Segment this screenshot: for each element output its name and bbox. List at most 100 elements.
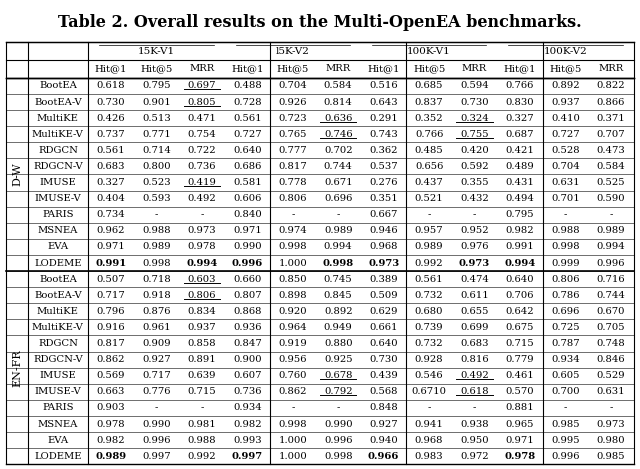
- Text: 0.837: 0.837: [415, 98, 444, 106]
- Text: 0.806: 0.806: [551, 275, 580, 284]
- Text: 0.779: 0.779: [506, 355, 534, 364]
- Text: 0.988: 0.988: [142, 227, 171, 235]
- Text: 0.982: 0.982: [506, 227, 534, 235]
- Text: 0.978: 0.978: [97, 420, 125, 429]
- Text: 0.471: 0.471: [188, 113, 216, 122]
- Text: 0.998: 0.998: [324, 452, 353, 461]
- Text: 0.989: 0.989: [415, 242, 444, 251]
- Text: 0.489: 0.489: [506, 162, 534, 171]
- Text: 0.715: 0.715: [506, 339, 534, 348]
- Text: 0.840: 0.840: [233, 210, 262, 219]
- Text: -: -: [337, 210, 340, 219]
- Text: 0.516: 0.516: [369, 82, 398, 91]
- Text: 0.509: 0.509: [369, 291, 398, 300]
- Text: 0.988: 0.988: [551, 227, 580, 235]
- Text: 0.660: 0.660: [233, 275, 262, 284]
- Text: 0.941: 0.941: [415, 420, 444, 429]
- Text: IMUSE: IMUSE: [40, 178, 76, 187]
- Text: 0.787: 0.787: [551, 339, 580, 348]
- Text: 0.973: 0.973: [368, 258, 399, 267]
- Text: LODEME: LODEME: [34, 452, 82, 461]
- Text: 0.940: 0.940: [369, 436, 398, 445]
- Text: 0.683: 0.683: [97, 162, 125, 171]
- Text: 0.973: 0.973: [596, 420, 625, 429]
- Text: 0.980: 0.980: [596, 436, 625, 445]
- Text: 0.324: 0.324: [460, 113, 489, 122]
- Text: 0.830: 0.830: [506, 98, 534, 106]
- Text: 0.901: 0.901: [142, 98, 171, 106]
- Text: PARIS: PARIS: [42, 210, 74, 219]
- Text: 0.934: 0.934: [233, 403, 262, 412]
- Text: 0.743: 0.743: [369, 130, 398, 139]
- Text: 0.700: 0.700: [551, 387, 580, 396]
- Text: 0.937: 0.937: [551, 98, 580, 106]
- Text: LODEME: LODEME: [34, 258, 82, 267]
- Text: Hit@5: Hit@5: [140, 64, 173, 74]
- Text: MultiKE-V: MultiKE-V: [32, 323, 84, 332]
- Text: 0.732: 0.732: [415, 339, 444, 348]
- Text: -: -: [291, 210, 294, 219]
- Text: Hit@5: Hit@5: [276, 64, 309, 74]
- Text: 0.866: 0.866: [596, 98, 625, 106]
- Text: 0.437: 0.437: [415, 178, 444, 187]
- Text: 0.723: 0.723: [278, 113, 307, 122]
- Text: -: -: [200, 210, 204, 219]
- Text: 0.916: 0.916: [97, 323, 125, 332]
- Text: 0.989: 0.989: [324, 227, 353, 235]
- Text: 0.699: 0.699: [460, 323, 489, 332]
- Text: 0.725: 0.725: [551, 323, 580, 332]
- Text: 0.973: 0.973: [459, 258, 490, 267]
- Text: 0.999: 0.999: [551, 258, 580, 267]
- Text: 0.606: 0.606: [233, 194, 262, 203]
- Text: 0.978: 0.978: [188, 242, 216, 251]
- Text: 0.426: 0.426: [97, 113, 125, 122]
- Text: 0.492: 0.492: [188, 194, 216, 203]
- Text: 0.934: 0.934: [551, 355, 580, 364]
- Text: RDGCN: RDGCN: [38, 339, 78, 348]
- Text: 0.876: 0.876: [142, 307, 171, 316]
- Text: 0.909: 0.909: [142, 339, 171, 348]
- Text: EVA: EVA: [47, 436, 68, 445]
- Text: 0.569: 0.569: [97, 371, 125, 380]
- Text: 0.410: 0.410: [551, 113, 580, 122]
- Text: Hit@1: Hit@1: [231, 64, 264, 74]
- Text: 0.850: 0.850: [278, 275, 307, 284]
- Text: 0.989: 0.989: [142, 242, 171, 251]
- Text: Hit@1: Hit@1: [504, 64, 536, 74]
- Text: 0.981: 0.981: [188, 420, 216, 429]
- Text: MRR: MRR: [462, 64, 487, 74]
- Text: 0.998: 0.998: [142, 258, 171, 267]
- Text: Hit@1: Hit@1: [367, 64, 400, 74]
- Text: 0.584: 0.584: [324, 82, 353, 91]
- Text: 0.778: 0.778: [278, 178, 307, 187]
- Text: 0.685: 0.685: [415, 82, 444, 91]
- Text: 0.982: 0.982: [233, 420, 262, 429]
- Text: 0.561: 0.561: [415, 275, 444, 284]
- Text: RDGCN: RDGCN: [38, 146, 78, 155]
- Text: 0.806: 0.806: [278, 194, 307, 203]
- Text: 0.704: 0.704: [278, 82, 307, 91]
- Text: 0.754: 0.754: [188, 130, 216, 139]
- Text: 0.792: 0.792: [324, 387, 353, 396]
- Text: 0.982: 0.982: [97, 436, 125, 445]
- Text: 0.717: 0.717: [97, 291, 125, 300]
- Text: 0.746: 0.746: [324, 130, 353, 139]
- Text: 0.352: 0.352: [415, 113, 444, 122]
- Text: 0.561: 0.561: [97, 146, 125, 155]
- Text: 0.590: 0.590: [596, 194, 625, 203]
- Text: 0.903: 0.903: [97, 403, 125, 412]
- Text: 0.892: 0.892: [324, 307, 353, 316]
- Text: 0.701: 0.701: [551, 194, 580, 203]
- Text: 0.732: 0.732: [415, 291, 444, 300]
- Text: 0.996: 0.996: [551, 452, 580, 461]
- Text: 0.880: 0.880: [324, 339, 353, 348]
- Text: 0.991: 0.991: [506, 242, 534, 251]
- Text: -: -: [428, 210, 431, 219]
- Text: 0.492: 0.492: [460, 371, 489, 380]
- Text: 0.715: 0.715: [188, 387, 216, 396]
- Text: 0.760: 0.760: [278, 371, 307, 380]
- Text: MSNEA: MSNEA: [38, 227, 78, 235]
- Text: 0.419: 0.419: [188, 178, 216, 187]
- Text: 0.671: 0.671: [324, 178, 353, 187]
- Text: 0.687: 0.687: [506, 130, 534, 139]
